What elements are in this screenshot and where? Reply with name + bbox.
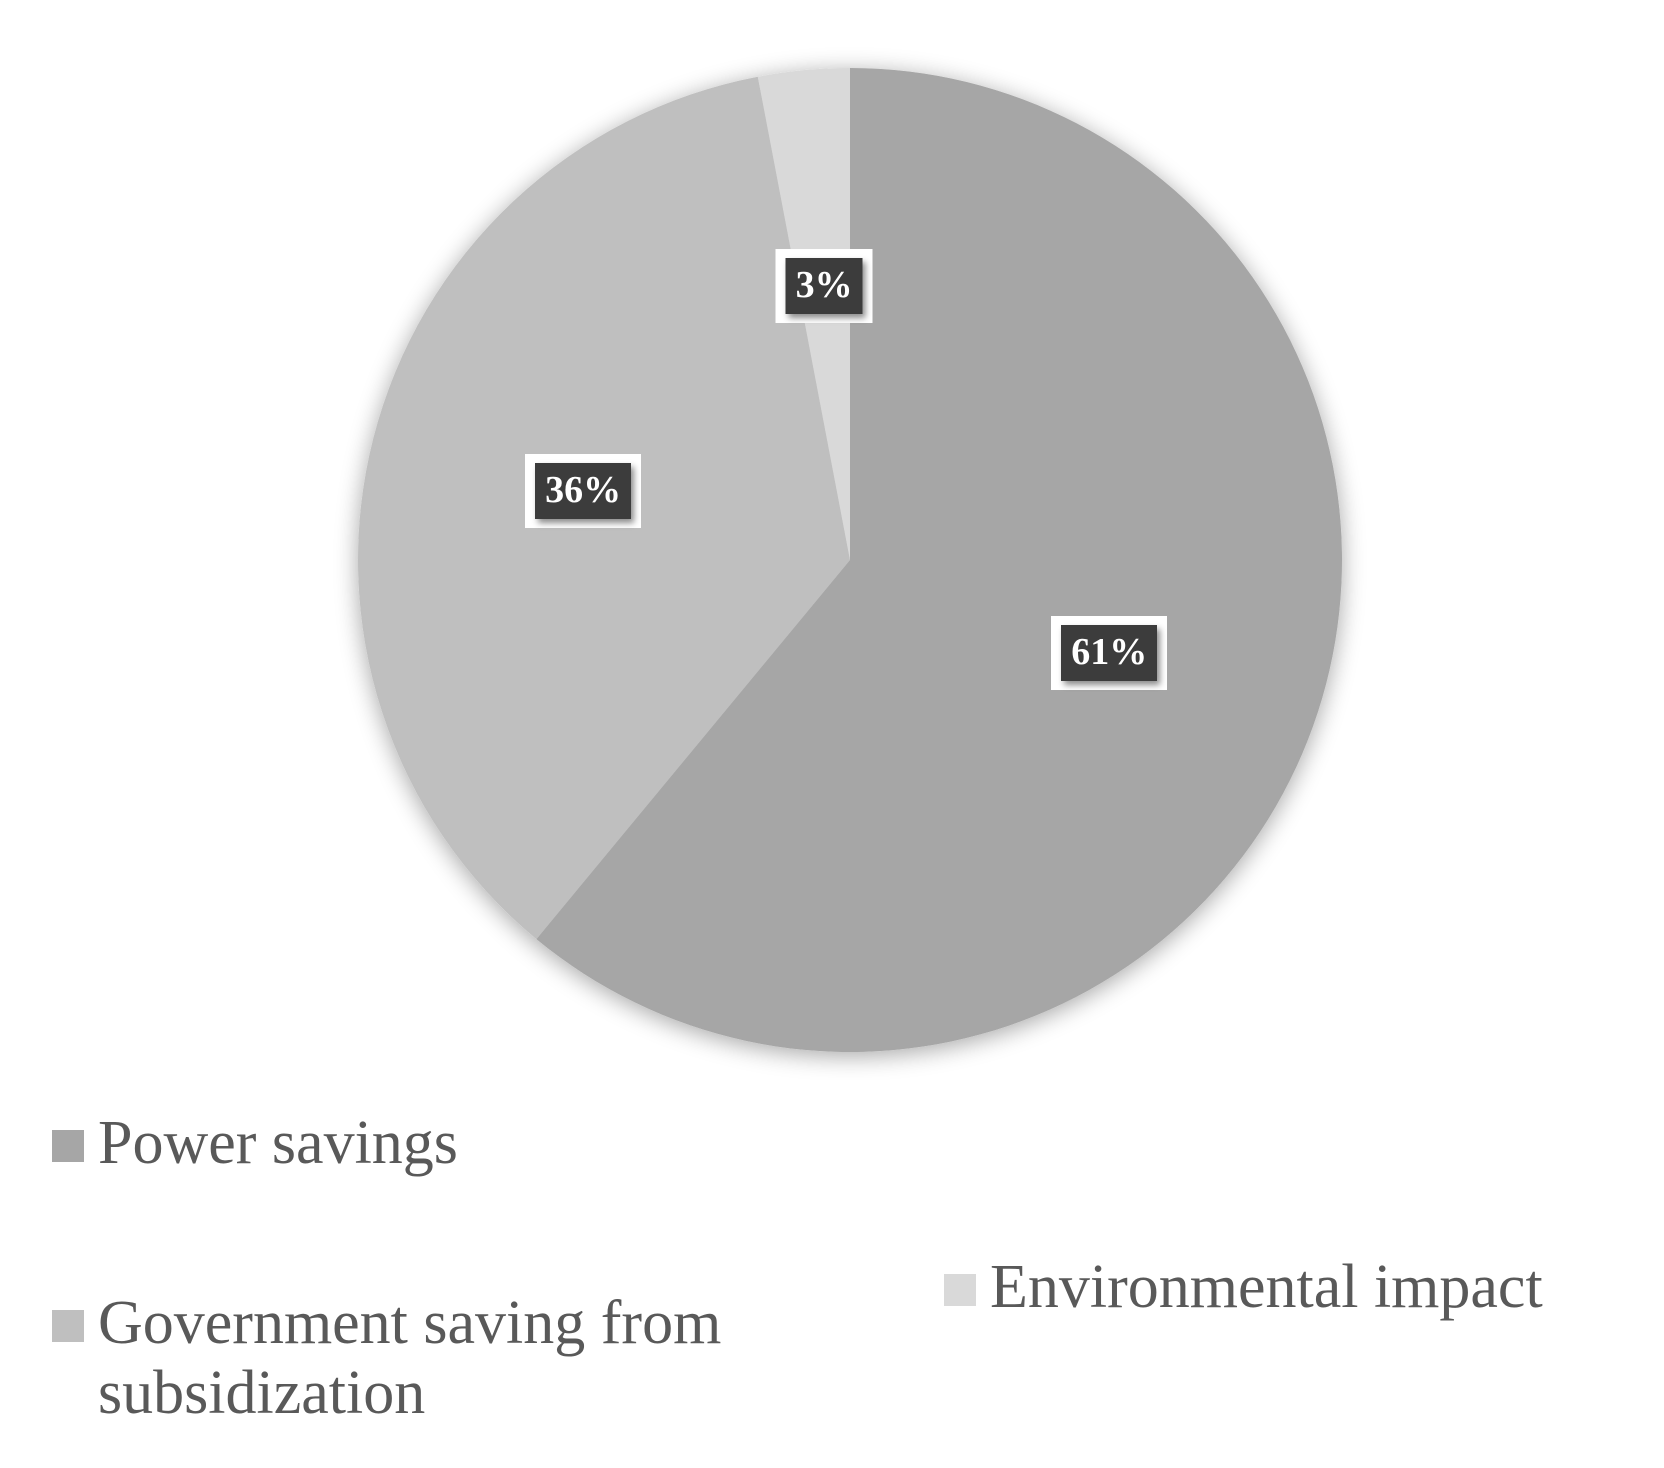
legend-swatch-environmental-impact <box>944 1274 976 1306</box>
legend-swatch-government-saving <box>52 1310 84 1342</box>
pie-slice-power-savings <box>536 68 1342 1053</box>
legend-label-government-saving: Government saving from subsidization <box>98 1289 722 1427</box>
legend-label-environmental-impact: Environmental impact <box>990 1253 1543 1321</box>
data-label-government-saving-from-subsidization: 36% <box>525 454 642 529</box>
data-label-text-government-saving-from-subsidization: 36% <box>535 463 632 520</box>
legend-item-environmental-impact: Environmental impact <box>944 1252 1543 1322</box>
legend-item-power-savings: Power savings <box>52 1108 458 1178</box>
data-label-environmental-impact: 3% <box>775 248 873 323</box>
legend-swatch-power-savings <box>52 1130 84 1162</box>
legend-item-government-saving: Government saving from subsidization <box>52 1288 812 1428</box>
data-label-text-environmental-impact: 3% <box>785 257 863 314</box>
data-label-text-power-savings: 61% <box>1061 625 1158 682</box>
pie-chart: 61% 36% 3% <box>357 68 1342 1053</box>
legend-label-power-savings: Power savings <box>98 1109 458 1177</box>
pie-chart-svg <box>357 68 1342 1053</box>
data-label-power-savings: 61% <box>1051 616 1168 691</box>
